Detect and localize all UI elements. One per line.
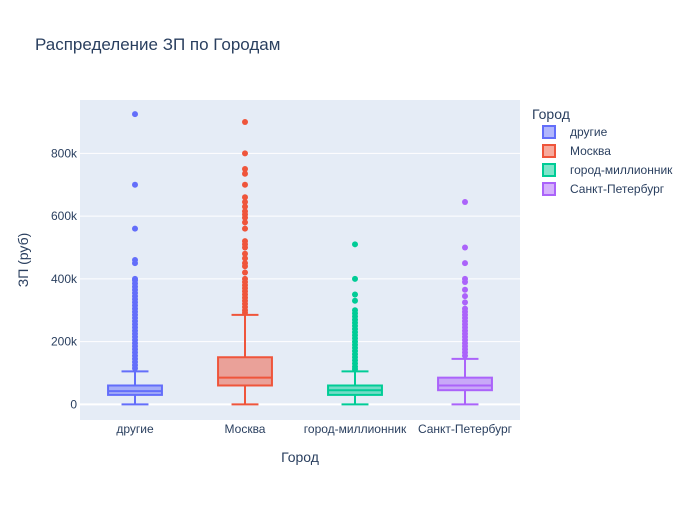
- legend-swatch: [542, 144, 556, 158]
- outlier-point: [352, 241, 358, 248]
- x-axis-ticks: другие Москва город-миллионник Санкт-Петерб…: [116, 422, 512, 436]
- box-1: [217, 118, 273, 406]
- outlier-point: [242, 118, 248, 125]
- y-tick-label: 400k: [51, 272, 78, 286]
- outlier-point: [462, 198, 468, 205]
- outlier-point: [352, 297, 358, 304]
- outlier-point: [352, 366, 358, 373]
- legend-item[interactable]: город-миллионник: [542, 163, 673, 177]
- y-axis-ticks: 0 200k 400k 600k 800k: [51, 146, 78, 411]
- outlier-point: [132, 260, 138, 267]
- legend-title: Город: [532, 106, 570, 122]
- outlier-point: [242, 225, 248, 232]
- outlier-point: [242, 309, 248, 316]
- outlier-point: [132, 111, 138, 118]
- outlier-point: [242, 150, 248, 157]
- gridlines: [80, 152, 520, 406]
- outlier-point: [242, 166, 248, 173]
- y-tick-label: 600k: [51, 209, 78, 223]
- outlier-point: [242, 198, 248, 205]
- legend-item[interactable]: Санкт-Петербург: [542, 182, 665, 196]
- outlier-point: [462, 278, 468, 285]
- outlier-point: [462, 244, 468, 251]
- outlier-point: [242, 219, 248, 226]
- outlier-point: [352, 291, 358, 298]
- legend-swatch: [542, 163, 556, 177]
- legend-swatch: [542, 182, 556, 196]
- x-tick-label: другие: [116, 422, 154, 436]
- outlier-point: [242, 203, 248, 210]
- outlier-point: [462, 286, 468, 293]
- legend-swatch: [542, 125, 556, 139]
- legend-item[interactable]: другие: [542, 125, 608, 139]
- y-tick-label: 800k: [51, 146, 78, 160]
- outlier-point: [132, 181, 138, 188]
- x-tick-label: город-миллионник: [304, 422, 407, 436]
- outlier-point: [462, 293, 468, 300]
- x-tick-label: Санкт-Петербург: [418, 422, 513, 436]
- outlier-point: [242, 181, 248, 188]
- box-2: [327, 241, 383, 406]
- outlier-point: [242, 263, 248, 270]
- x-axis-title: Город: [281, 449, 319, 465]
- outlier-point: [242, 214, 248, 221]
- legend-item[interactable]: Москва: [542, 144, 611, 158]
- box-iqr: [437, 376, 493, 392]
- legend-label: Москва: [570, 144, 611, 158]
- outlier-point: [132, 365, 138, 372]
- boxes: [107, 111, 493, 406]
- y-tick-label: 0: [70, 397, 77, 411]
- outlier-point: [242, 250, 248, 257]
- outlier-point: [462, 260, 468, 267]
- outlier-point: [462, 299, 468, 306]
- chart-title: Распределение ЗП по Городам: [35, 35, 280, 54]
- x-tick-label: Москва: [225, 422, 266, 436]
- legend-label: другие: [570, 125, 608, 139]
- box-0: [107, 111, 163, 406]
- legend-label: город-миллионник: [570, 163, 673, 177]
- box-3: [437, 198, 493, 406]
- box-iqr: [217, 356, 273, 387]
- outlier-point: [352, 275, 358, 282]
- y-axis-title: ЗП (руб): [15, 233, 31, 288]
- outlier-point: [242, 194, 248, 201]
- y-tick-label: 200k: [51, 335, 78, 349]
- outlier-point: [242, 170, 248, 177]
- legend-label: Санкт-Петербург: [570, 182, 665, 196]
- outlier-point: [132, 225, 138, 232]
- legend: Город другие Москва город-миллионник Санкт-…: [532, 106, 673, 196]
- outlier-point: [242, 244, 248, 251]
- outlier-point: [242, 269, 248, 276]
- outlier-point: [242, 255, 248, 262]
- outlier-point: [462, 352, 468, 359]
